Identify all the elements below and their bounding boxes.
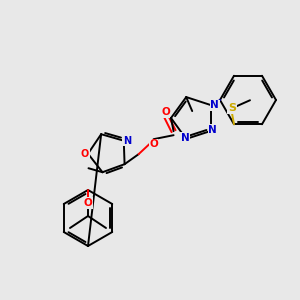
Text: O: O [84,198,92,208]
Text: O: O [149,139,158,149]
Text: O: O [81,149,89,159]
Text: O: O [161,107,170,117]
Text: N: N [210,100,219,110]
Text: N: N [123,136,131,146]
Text: N: N [208,125,217,135]
Text: S: S [228,103,236,113]
Text: N: N [181,133,190,143]
